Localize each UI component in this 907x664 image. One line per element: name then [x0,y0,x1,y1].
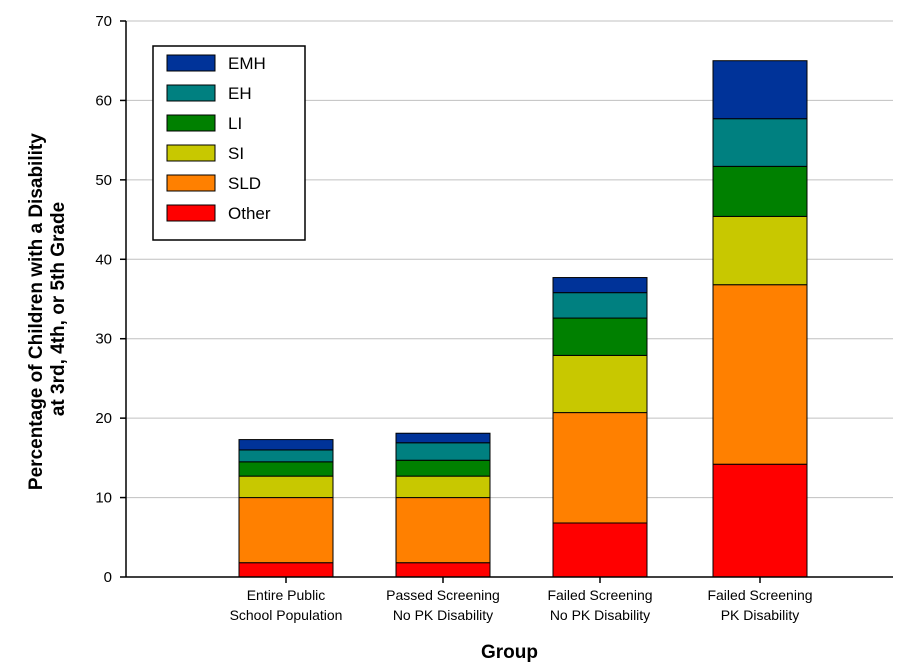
x-axis-title: Group [481,642,538,663]
y-tick-label: 30 [95,331,112,348]
x-category-label-line: Passed Screening [386,587,500,603]
legend-label-li: LI [228,114,242,133]
legend-label-eh: EH [228,84,252,103]
bar-segment-eh [712,118,808,167]
bar-segment-other [395,562,491,578]
y-axis-title-line-2: at 3rd, 4th, or 5th Grade [48,202,69,416]
bar-segment-si [712,215,808,286]
bar-segment-eh [395,442,491,461]
bar-segment-sld [395,497,491,564]
x-category-label-line: No PK Disability [550,607,650,623]
y-tick-label: 60 [95,92,112,109]
bar-segment-sld [238,497,334,564]
legend-swatch-sld [166,174,216,192]
y-tick-label: 40 [95,251,112,268]
x-category-label: Passed Screening No PK Disability [386,587,500,623]
x-category-label: Entire Public School Population [230,587,343,623]
bar-segment-sld [552,412,648,524]
bar-segment-si [552,354,648,414]
bar-segment-eh [552,292,648,319]
bar-segment-emh [238,439,334,451]
x-category-label-line: Failed Screening [707,587,812,603]
bar-segment-li [238,461,334,477]
bars [238,60,808,578]
bar-segment-sld [712,284,808,465]
legend-swatch-li [166,114,216,132]
x-category-label-line: No PK Disability [393,607,493,623]
bar-segment-li [552,317,648,356]
bar-segment-eh [238,449,334,463]
legend-label-other: Other [228,204,271,223]
x-category-label-line: PK Disability [721,607,800,623]
bar-segment-si [395,475,491,499]
bar-segment-emh [712,60,808,120]
x-category-label: Failed Screening PK Disability [707,587,812,623]
legend-swatch-emh [166,54,216,72]
legend-label-emh: EMH [228,54,266,73]
axes [120,20,893,583]
bar-segment-other [238,562,334,578]
bar-segment-other [552,522,648,578]
legend-label-sld: SLD [228,174,261,193]
bar-segment-emh [552,277,648,294]
bar-segment-other [712,463,808,578]
y-tick-label: 10 [95,490,112,507]
legend-swatch-si [166,144,216,162]
bar-segment-li [712,165,808,217]
y-tick-labels: 0 10 20 30 40 50 60 70 [95,13,112,586]
y-tick-label: 20 [95,410,112,427]
y-axis-title-line-1: Percentage of Children with a Disability [26,133,47,490]
x-category-label-line: Failed Screening [547,587,652,603]
y-axis-title: Percentage of Children with a Disability… [26,128,69,490]
legend-swatch-eh [166,84,216,102]
y-tick-label: 50 [95,172,112,189]
x-category-label: Failed Screening No PK Disability [547,587,652,623]
y-tick-label: 0 [104,569,112,586]
x-category-labels: Entire Public School Population Passed Scr… [230,587,813,623]
legend-label-si: SI [228,144,244,163]
x-category-label-line: School Population [230,607,343,623]
legend-swatch-other [166,204,216,222]
bar-segment-emh [395,432,491,444]
x-category-label-line: Entire Public [247,587,326,603]
bar-segment-si [238,475,334,499]
legend: EMH EH LI SI SLD Other [152,45,306,241]
y-tick-label: 70 [95,13,112,30]
bar-segment-li [395,459,491,477]
